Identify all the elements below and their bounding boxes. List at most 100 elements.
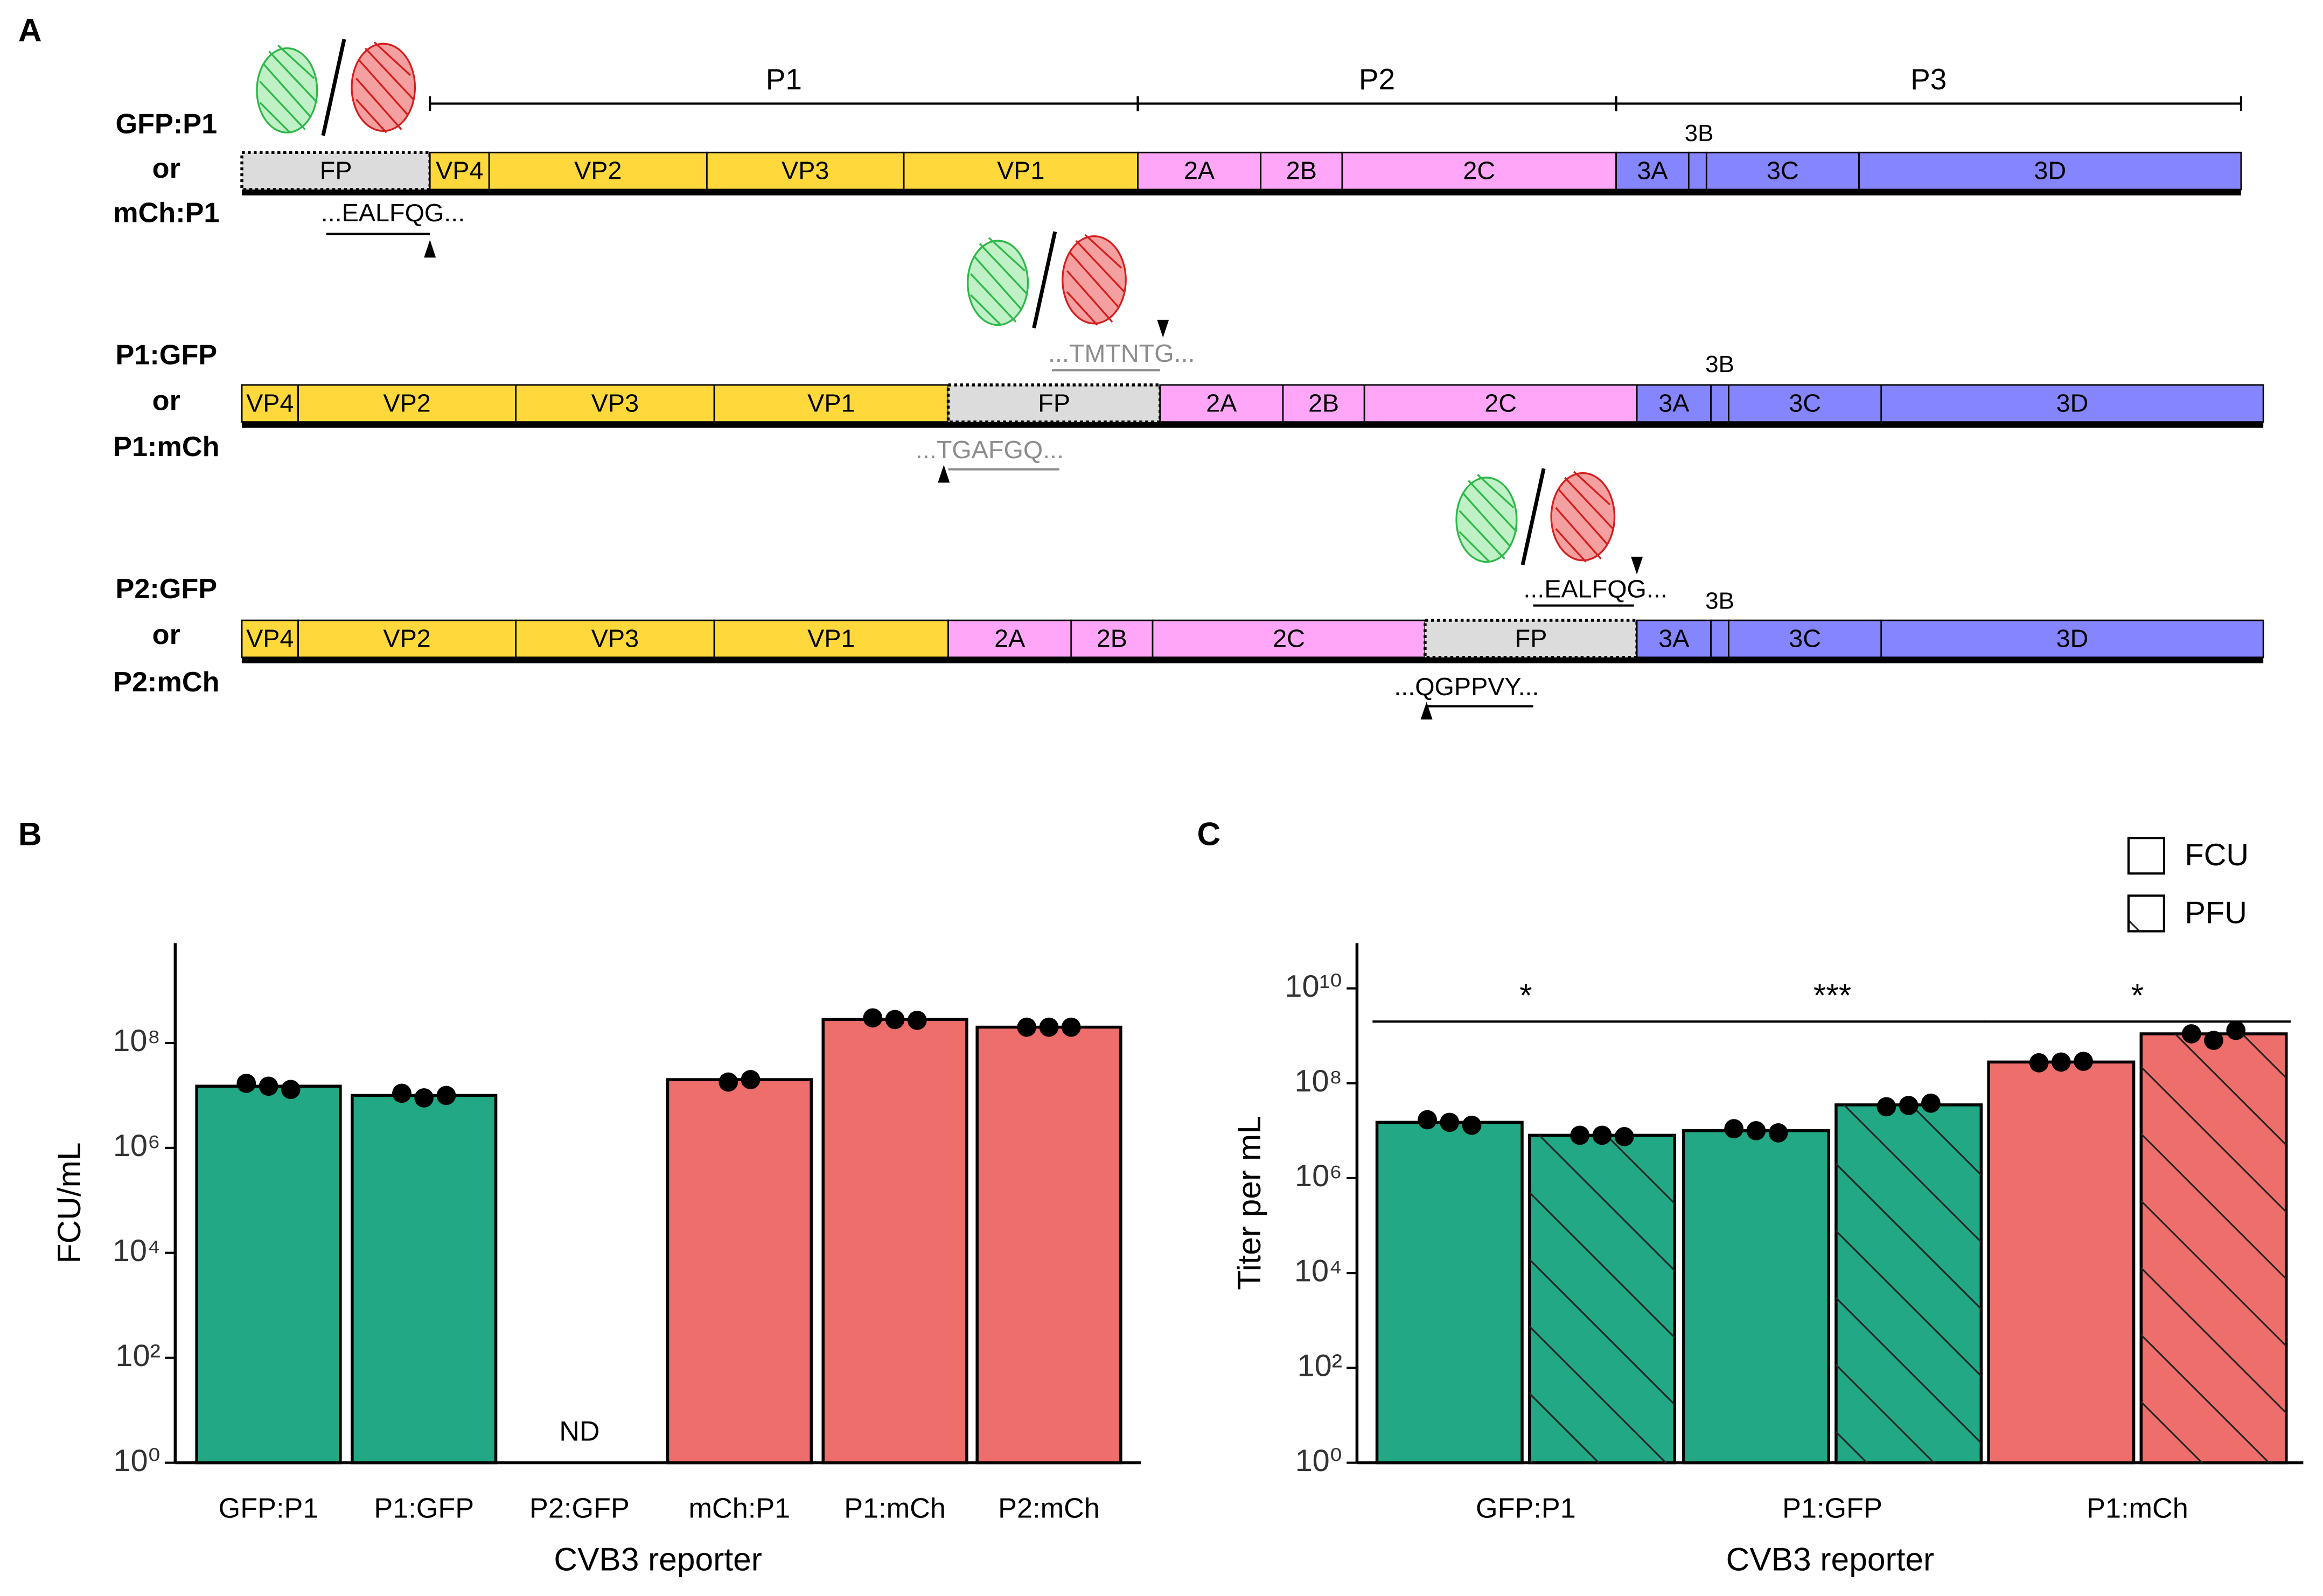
data-point (436, 1086, 456, 1105)
data-point (718, 1072, 738, 1092)
construct-name: P1:mCh (113, 431, 219, 463)
data-point (2029, 1053, 2049, 1073)
y-axis-label: FCU/mL (51, 1142, 87, 1263)
data-point (1440, 1112, 1460, 1132)
protein-structures (257, 39, 415, 136)
data-point (1418, 1110, 1437, 1130)
significance-label: *** (1813, 977, 1852, 1013)
segment (1424, 619, 1638, 659)
legend-swatch (2127, 837, 2165, 875)
data-point (1570, 1125, 1590, 1145)
y-tick-label: 10⁸ (1294, 1064, 1342, 1098)
segment (1728, 384, 1882, 423)
construct-name: or (152, 386, 180, 417)
y-axis-label: Titer per mL (1231, 1116, 1267, 1290)
protein-structures (968, 232, 1126, 328)
segment (240, 151, 431, 191)
segment-label: 3C (1789, 625, 1821, 653)
segment (1152, 619, 1426, 659)
x-axis-label: CVB3 reporter (554, 1541, 762, 1578)
segment-label: 2B (1308, 389, 1339, 417)
data-point (1899, 1096, 1919, 1115)
segment-label: VP1 (807, 625, 855, 653)
data-point (863, 1008, 883, 1028)
y-tick-label: 10⁶ (113, 1129, 161, 1163)
x-tick-label: GFP:P1 (1476, 1493, 1576, 1524)
segment (1282, 384, 1365, 423)
small-label: 3B (1685, 120, 1714, 146)
bar-hatch (1529, 1135, 1675, 1463)
segment (429, 151, 490, 191)
segment-label: 3D (2034, 157, 2066, 185)
bar (351, 1094, 498, 1465)
construct-name: P2:GFP (115, 573, 217, 605)
panel-label: C (1197, 815, 1220, 852)
construct-name: P1:GFP (115, 339, 217, 370)
y-tick-label: 10⁴ (113, 1234, 161, 1268)
segment-label: 3C (1789, 389, 1821, 417)
segment (706, 151, 905, 191)
segment (297, 384, 517, 423)
segment (947, 619, 1072, 659)
data-point (1921, 1093, 1941, 1113)
data-point (741, 1070, 761, 1089)
cleavage-sequence: ...TMTNTG... (1048, 339, 1195, 367)
data-point (259, 1076, 278, 1096)
cleavage-arrow (1631, 556, 1643, 575)
data-point (392, 1083, 411, 1103)
data-point (885, 1010, 905, 1030)
segment-label: VP1 (997, 157, 1044, 185)
bar-hatch (2141, 1033, 2286, 1463)
data-point (1768, 1123, 1788, 1143)
construct-name: or (152, 619, 180, 650)
data-point (2074, 1052, 2093, 1071)
segment-label: FP (320, 157, 352, 185)
segment (1363, 384, 1638, 423)
data-point (414, 1088, 434, 1108)
segment (946, 383, 1162, 424)
segment-label: VP4 (436, 157, 483, 185)
segment (1615, 151, 1690, 191)
bar (821, 1018, 968, 1465)
protein-structures (1456, 468, 1615, 565)
segment (297, 619, 517, 659)
data-point (1039, 1017, 1059, 1037)
segment-label: 2A (1184, 157, 1215, 185)
data-point (2181, 1024, 2201, 1044)
segment-label: VP4 (246, 625, 294, 653)
small-label: 3B (1705, 588, 1734, 614)
significance-label: * (2131, 977, 2144, 1013)
segment-label: 2A (994, 625, 1026, 653)
genome-line (242, 422, 2264, 428)
data-point (2226, 1020, 2246, 1040)
segment (1710, 619, 1729, 659)
segment-label: VP3 (591, 625, 639, 653)
x-tick-label: P1:GFP (1782, 1493, 1882, 1524)
data-point (2204, 1031, 2223, 1051)
data-point (907, 1011, 927, 1030)
y-tick-label: 10⁸ (113, 1024, 161, 1058)
value-label: ND (559, 1416, 599, 1447)
genome-line (242, 189, 2241, 195)
segment-label: VP3 (782, 157, 829, 185)
y-tick-label: 10¹⁰ (1285, 969, 1342, 1004)
cleavage-arrow (424, 240, 436, 258)
data-point (1061, 1017, 1081, 1037)
x-tick-label: P2:mCh (998, 1493, 1100, 1524)
segment (488, 151, 708, 191)
segment (1705, 151, 1860, 191)
segment-label: FP (1515, 625, 1547, 653)
segment-label: 2C (1484, 389, 1517, 417)
genome-line (242, 657, 2264, 663)
cleavage-sequence: ...EALFQG... (321, 199, 465, 227)
construct-name: mCh:P1 (113, 197, 219, 228)
segment (713, 619, 949, 659)
polyprotein-label: P3 (1910, 62, 1947, 96)
panel-label: B (18, 815, 42, 852)
data-point (1876, 1097, 1896, 1117)
bar-hatch (1836, 1104, 1982, 1463)
y-tick-label: 10⁶ (1295, 1159, 1342, 1193)
cleavage-sequence: ...EALFQG... (1523, 575, 1668, 603)
panel-label: A (18, 11, 42, 48)
data-point (1746, 1121, 1766, 1140)
